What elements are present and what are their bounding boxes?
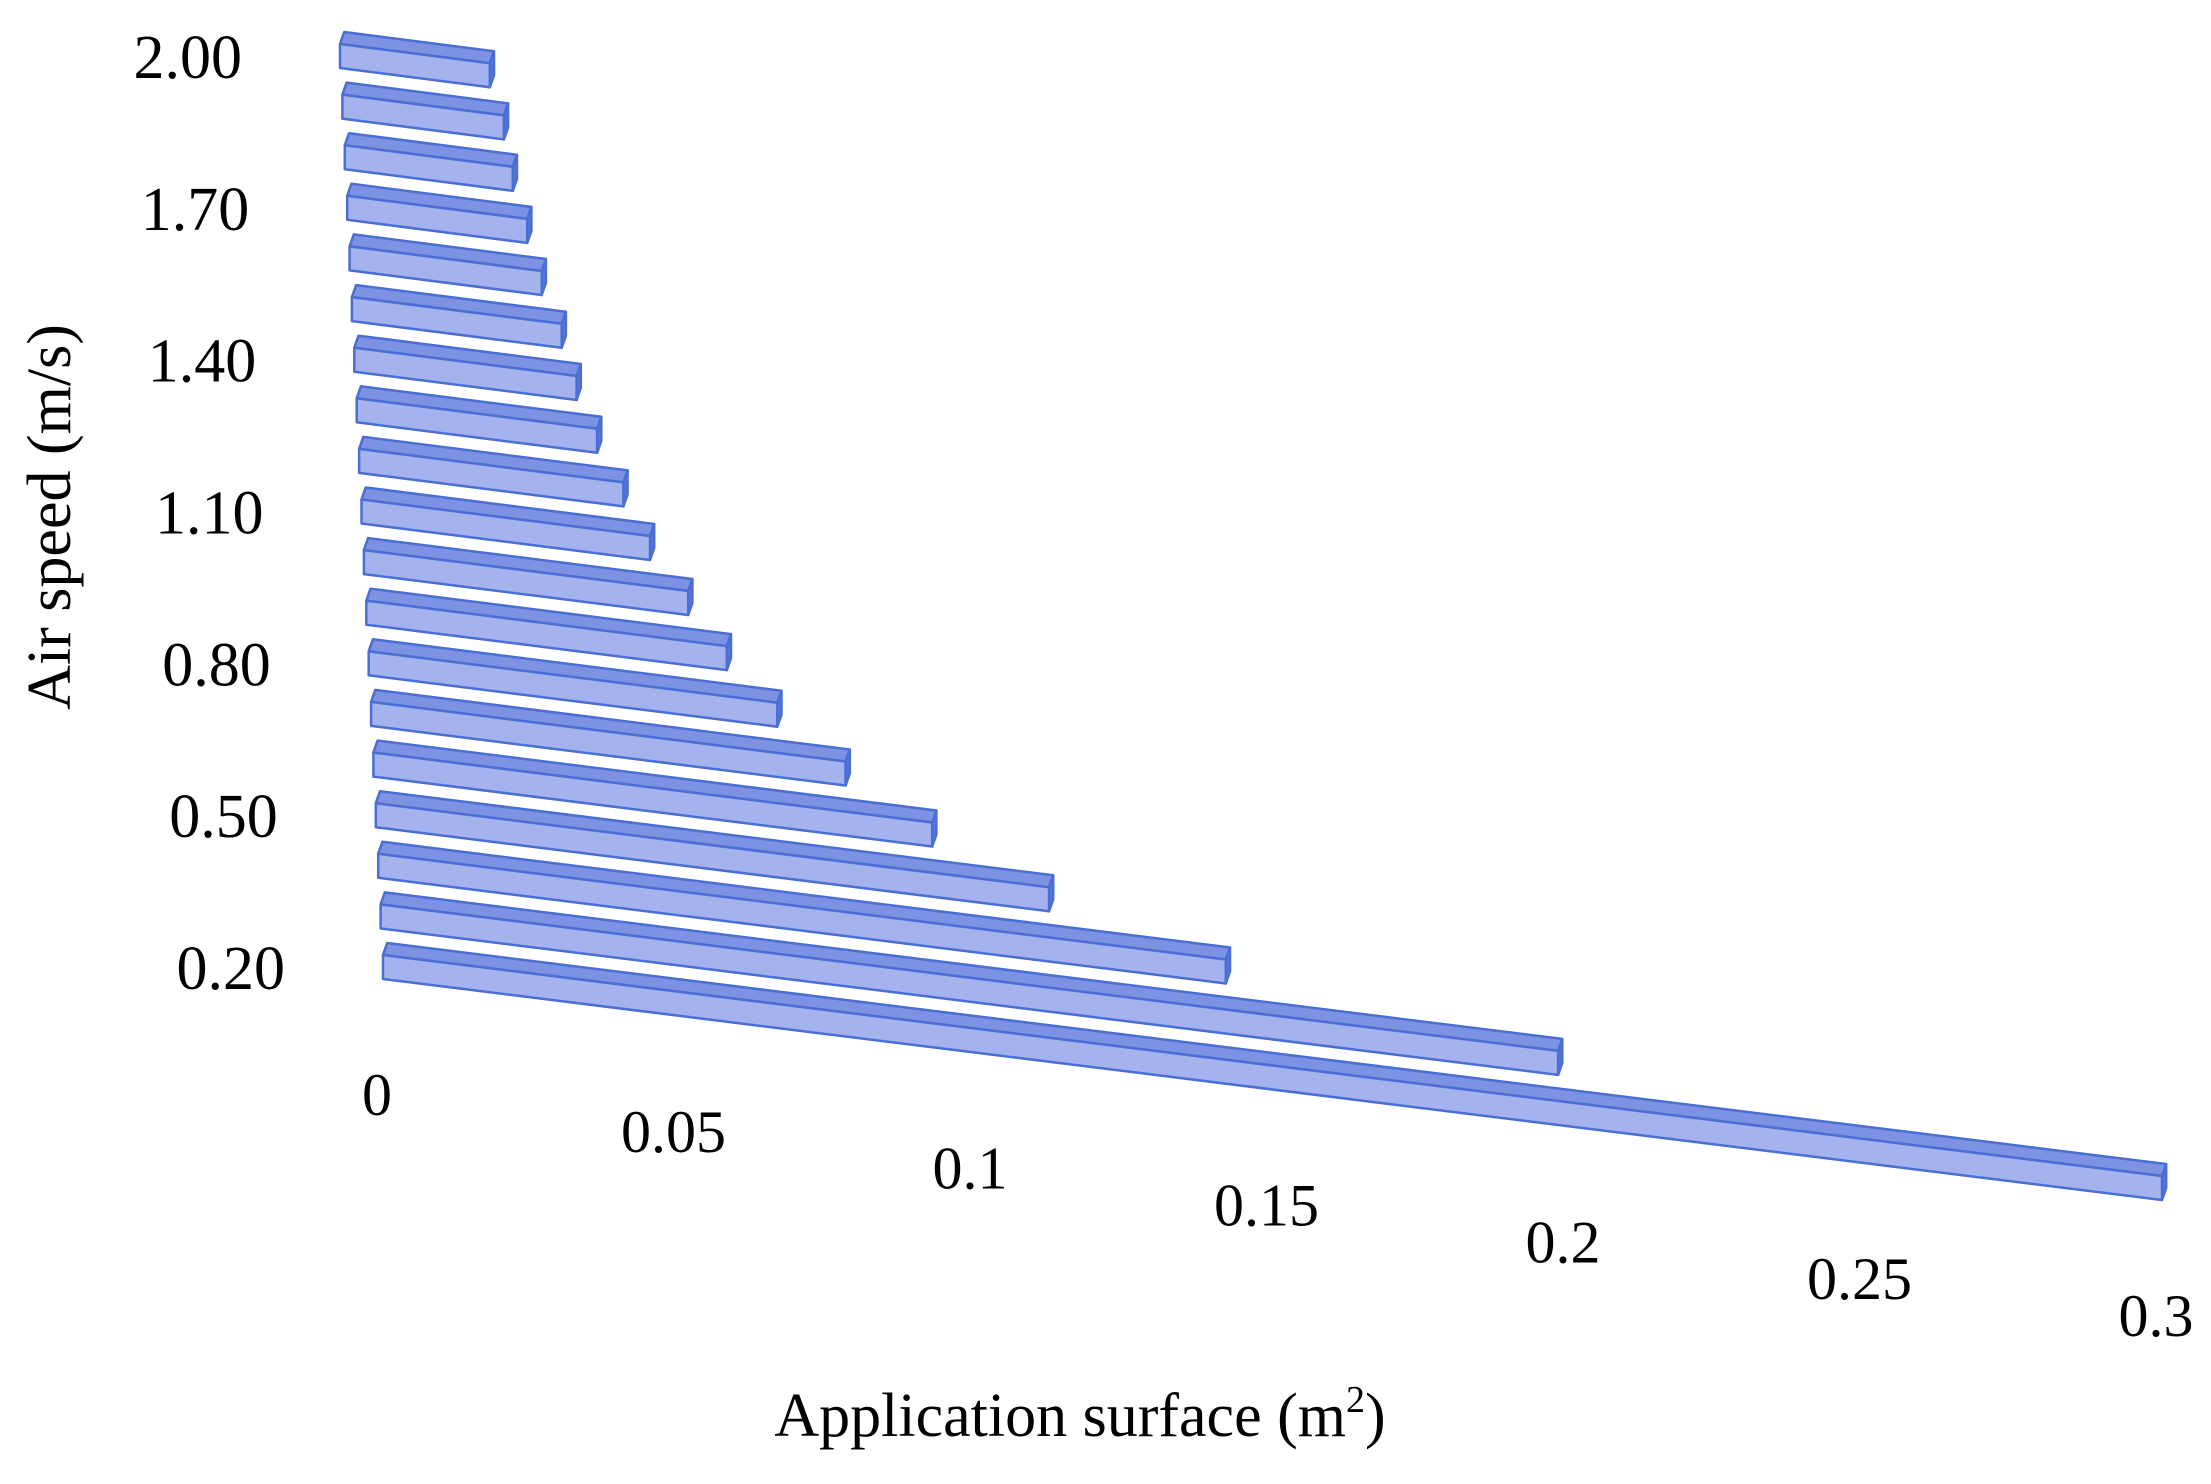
y-tick-label: 0.80: [162, 631, 271, 699]
bar-front-face: [345, 194, 529, 245]
bar-front-face: [374, 801, 1051, 913]
bar: [348, 233, 548, 297]
bar: [376, 840, 1232, 985]
x-tick-label: 0.15: [1214, 1173, 1319, 1239]
bar: [357, 435, 629, 508]
bar-front-face: [353, 346, 578, 402]
bar: [355, 385, 603, 455]
bar-front-face: [357, 447, 625, 508]
y-tick-label: 0.20: [177, 935, 286, 1003]
bar-front-face: [341, 93, 506, 141]
bar-front-face: [360, 498, 652, 562]
y-tick-label: 2.00: [134, 24, 243, 92]
bar: [374, 789, 1055, 913]
x-tick-label: 0.3: [2119, 1283, 2194, 1349]
bar: [365, 587, 733, 672]
bar-front-face: [365, 599, 729, 672]
x-axis-title-main: Application surface (m: [774, 1382, 1346, 1450]
y-axis-title: Air speed (m/s): [16, 324, 84, 710]
bar: [360, 486, 656, 562]
bar-front-face: [369, 700, 847, 787]
bar: [353, 334, 583, 402]
bar: [350, 283, 568, 350]
bar: [379, 891, 1564, 1077]
bar-front-face: [379, 903, 1560, 1077]
bar-front-face: [338, 42, 492, 89]
y-tick-label: 1.10: [155, 480, 264, 548]
bar: [338, 30, 496, 89]
bar: [362, 536, 694, 617]
bar-front-face: [372, 751, 934, 848]
bar-front-face: [355, 397, 599, 455]
bar: [343, 131, 519, 193]
bar-front-face: [362, 548, 690, 617]
bar: [372, 739, 938, 848]
bar-front-face: [376, 852, 1228, 985]
bar-front-face: [381, 953, 2164, 1202]
y-tick-labels: 0.20 0.50 0.80 1.10 1.40 1.70 2.00: [134, 24, 286, 1003]
bar: [381, 941, 2168, 1202]
x-tick-label: 0.05: [621, 1099, 726, 1165]
bar-front-face: [343, 143, 515, 193]
bar: [341, 81, 510, 141]
bar: [369, 688, 852, 787]
x-tick-labels: 0 0.05 0.1 0.15 0.2 0.25 0.3: [362, 1062, 2194, 1349]
y-tick-label: 1.70: [141, 176, 250, 244]
x-axis-title: Application surface (m2): [774, 1379, 1385, 1450]
x-tick-label: 0.1: [933, 1136, 1008, 1202]
bar-front-face: [367, 650, 779, 728]
x-axis-title-superscript: 2: [1346, 1379, 1365, 1421]
x-axis-title-close: ): [1365, 1382, 1386, 1450]
bar-front-face: [350, 295, 563, 350]
x-tick-label: 0.25: [1807, 1246, 1912, 1312]
x-tick-label: 0: [362, 1062, 392, 1128]
bar-front-face: [348, 245, 543, 297]
bar: [367, 638, 783, 728]
x-tick-label: 0.2: [1526, 1209, 1601, 1275]
bar: [345, 182, 533, 245]
y-tick-label: 1.40: [148, 328, 257, 396]
bars-group: [338, 30, 2168, 1202]
y-tick-label: 0.50: [169, 783, 278, 851]
